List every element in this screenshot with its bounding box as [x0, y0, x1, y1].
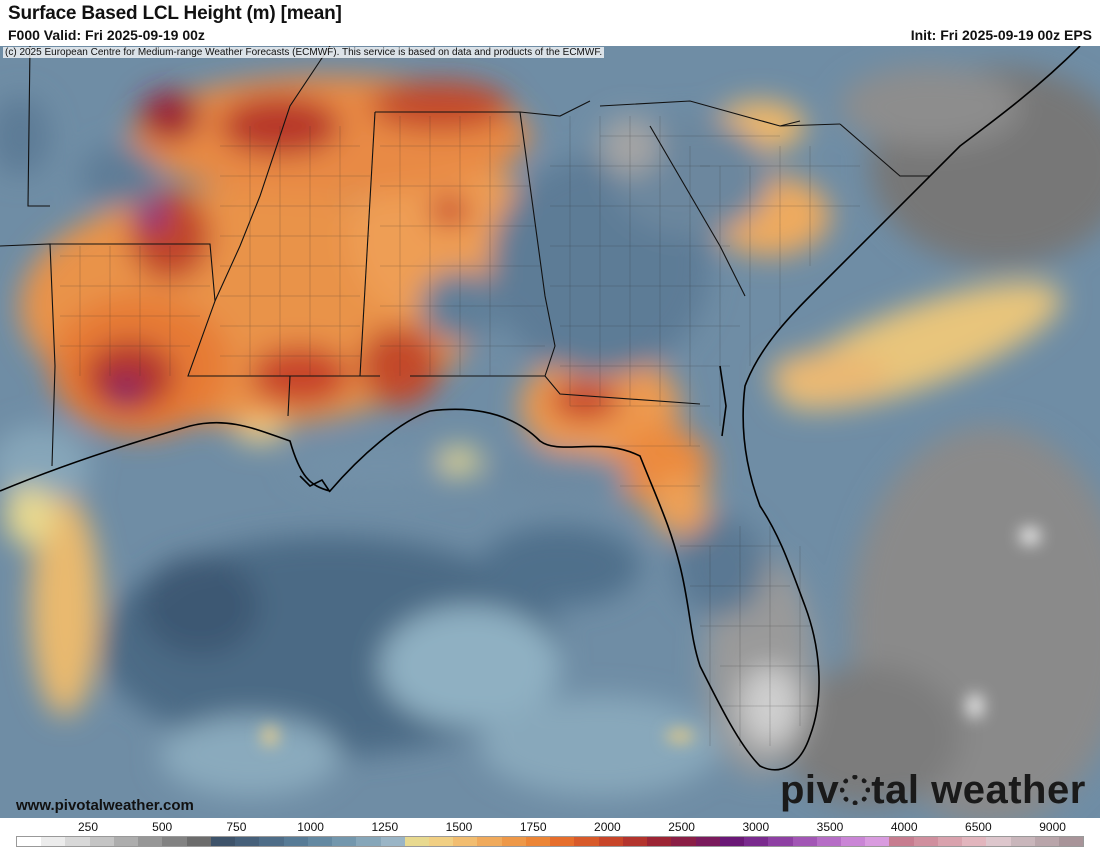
legend-swatch [913, 837, 938, 846]
legend-swatch [453, 837, 478, 846]
legend-tick-label: 2500 [668, 820, 695, 834]
legend-swatch [1034, 837, 1060, 846]
valid-time: F000 Valid: Fri 2025-09-19 00z [8, 27, 205, 43]
legend-tick-label: 1500 [445, 820, 473, 834]
legend-tick-label: 250 [77, 820, 99, 834]
logo-text-2: tal weather [871, 768, 1086, 812]
legend-tick-label: 6500 [965, 820, 992, 834]
legend-swatch [792, 837, 817, 846]
legend-swatch [1010, 837, 1035, 846]
legend-swatch [259, 837, 284, 846]
legend-tick-label: 2000 [594, 820, 621, 834]
legend-swatch [356, 837, 381, 846]
legend-swatch [768, 837, 793, 846]
legend-swatch [622, 837, 648, 846]
legend-swatch [1059, 837, 1084, 846]
legend-swatch [574, 837, 599, 846]
lcl-field [0, 66, 1100, 818]
legend-swatch [501, 837, 526, 846]
legend-swatch [210, 837, 236, 846]
legend-tick-label: 9000 [1039, 820, 1066, 834]
legend-swatch [89, 837, 114, 846]
legend-swatch [17, 837, 42, 846]
legend-swatch [962, 837, 987, 846]
legend-swatch [647, 837, 672, 846]
legend-swatch [671, 837, 696, 846]
header: Surface Based LCL Height (m) [mean] F000… [0, 0, 1100, 46]
legend-swatch [307, 837, 333, 846]
legend-tick-label: 1750 [519, 820, 547, 834]
weather-map[interactable] [0, 46, 1100, 818]
legend-swatch [744, 837, 769, 846]
county-lines [60, 116, 860, 746]
logo-text-1: piv [780, 768, 840, 812]
legend-swatch [65, 837, 90, 846]
legend-swatch [816, 837, 841, 846]
legend-swatch [550, 837, 575, 846]
legend-tick-label: 750 [226, 820, 247, 834]
map-title: Surface Based LCL Height (m) [mean] [8, 3, 342, 24]
legend-swatch [525, 837, 551, 846]
coastline [0, 46, 1081, 771]
legend-swatch [840, 837, 866, 846]
legend-swatch [162, 837, 187, 846]
legend-tick-label: 3500 [816, 820, 844, 834]
legend-swatch [332, 837, 357, 846]
legend-swatch [719, 837, 745, 846]
legend-swatch [283, 837, 308, 846]
legend-ticks: 250 500 750 1000 1250 1500 1750 2000 2500 3000 350… [0, 820, 1100, 834]
legend-tick-label: 1250 [371, 820, 399, 834]
legend-tick-label: 500 [152, 820, 173, 834]
color-legend: 250 500 750 1000 1250 1500 1750 2000 2500 3000 350… [0, 818, 1100, 850]
legend-swatch [41, 837, 66, 846]
gear-icon [840, 775, 871, 805]
legend-tick-label: 3000 [742, 820, 770, 834]
state-borders [0, 46, 930, 467]
legend-swatch [695, 837, 720, 846]
legend-swatch [235, 837, 260, 846]
init-time: Init: Fri 2025-09-19 00z EPS [910, 27, 1092, 43]
legend-swatch [598, 837, 623, 846]
legend-swatch [477, 837, 502, 846]
legend-colorbar [16, 836, 1084, 847]
legend-swatch [186, 837, 211, 846]
copyright-notice: (c) 2025 European Centre for Medium-rang… [3, 47, 605, 58]
site-url[interactable]: www.pivotalweather.com [16, 797, 194, 814]
legend-swatch [937, 837, 963, 846]
legend-swatch [380, 837, 405, 846]
legend-tick-label: 1000 [297, 820, 324, 834]
legend-tick-label: 4000 [890, 820, 918, 834]
legend-swatch [113, 837, 139, 846]
legend-swatch [865, 837, 890, 846]
legend-swatch [138, 837, 163, 846]
pivotal-weather-logo: piv tal weather [780, 768, 1086, 813]
legend-swatch [428, 837, 454, 846]
legend-swatch [889, 837, 914, 846]
legend-swatch [404, 837, 429, 846]
legend-swatch [986, 837, 1011, 846]
map-canvas [0, 46, 1100, 818]
